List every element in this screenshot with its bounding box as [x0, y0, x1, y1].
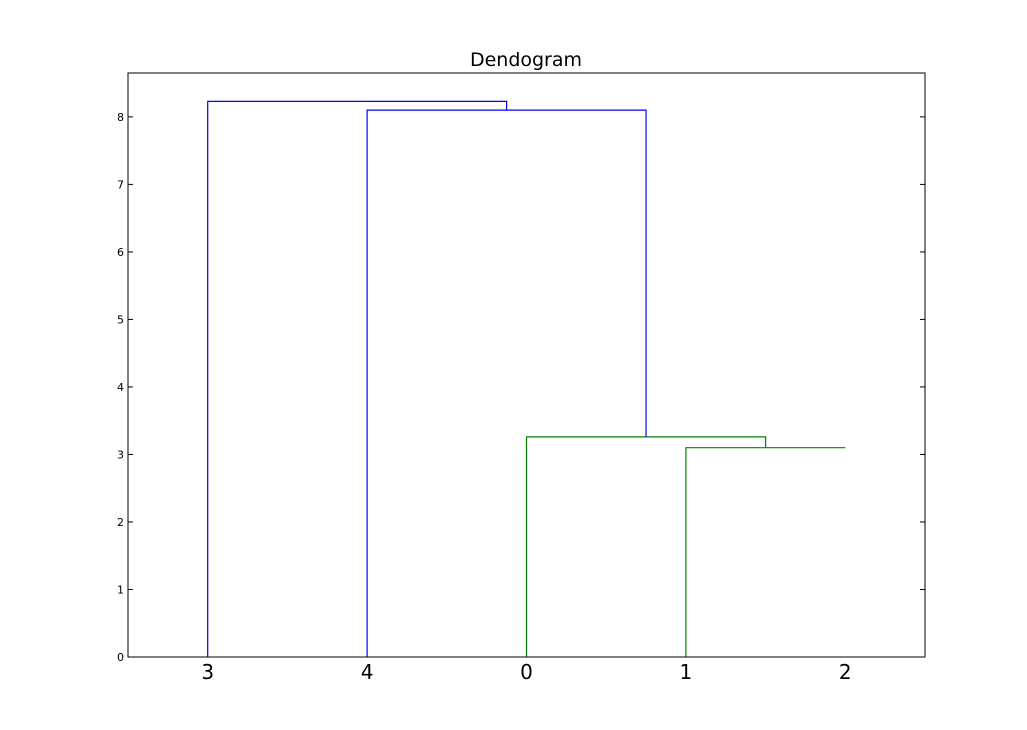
dendrogram-link-2 [366, 109, 647, 657]
x-tick-label-leaf-2: 2 [839, 660, 852, 684]
y-axis-ticks: 0 1 2 3 4 5 6 7 8 [117, 111, 925, 664]
y-tick-label: 8 [117, 111, 124, 124]
dendrogram-link-0 [685, 447, 846, 657]
y-tick-label: 1 [117, 583, 124, 596]
y-tick-label: 5 [117, 313, 124, 326]
x-axis-ticks: 3 4 0 1 2 [201, 660, 851, 684]
y-tick-label: 4 [117, 381, 124, 394]
y-tick-label: 7 [117, 178, 124, 191]
y-tick-label: 6 [117, 246, 124, 259]
chart-title: Dendogram [470, 49, 582, 71]
y-tick-label: 2 [117, 516, 124, 529]
dendrogram-links [207, 100, 846, 657]
x-tick-label-leaf-3: 3 [201, 660, 214, 684]
dendrogram-link-3 [207, 100, 508, 657]
plot-frame [127, 72, 926, 658]
y-tick-label: 3 [117, 448, 124, 461]
x-tick-label-leaf-0: 0 [520, 660, 533, 684]
y-tick-label: 0 [117, 651, 124, 664]
x-tick-label-leaf-1: 1 [680, 660, 693, 684]
x-tick-label-leaf-4: 4 [361, 660, 374, 684]
dendrogram-link-1 [525, 436, 767, 657]
